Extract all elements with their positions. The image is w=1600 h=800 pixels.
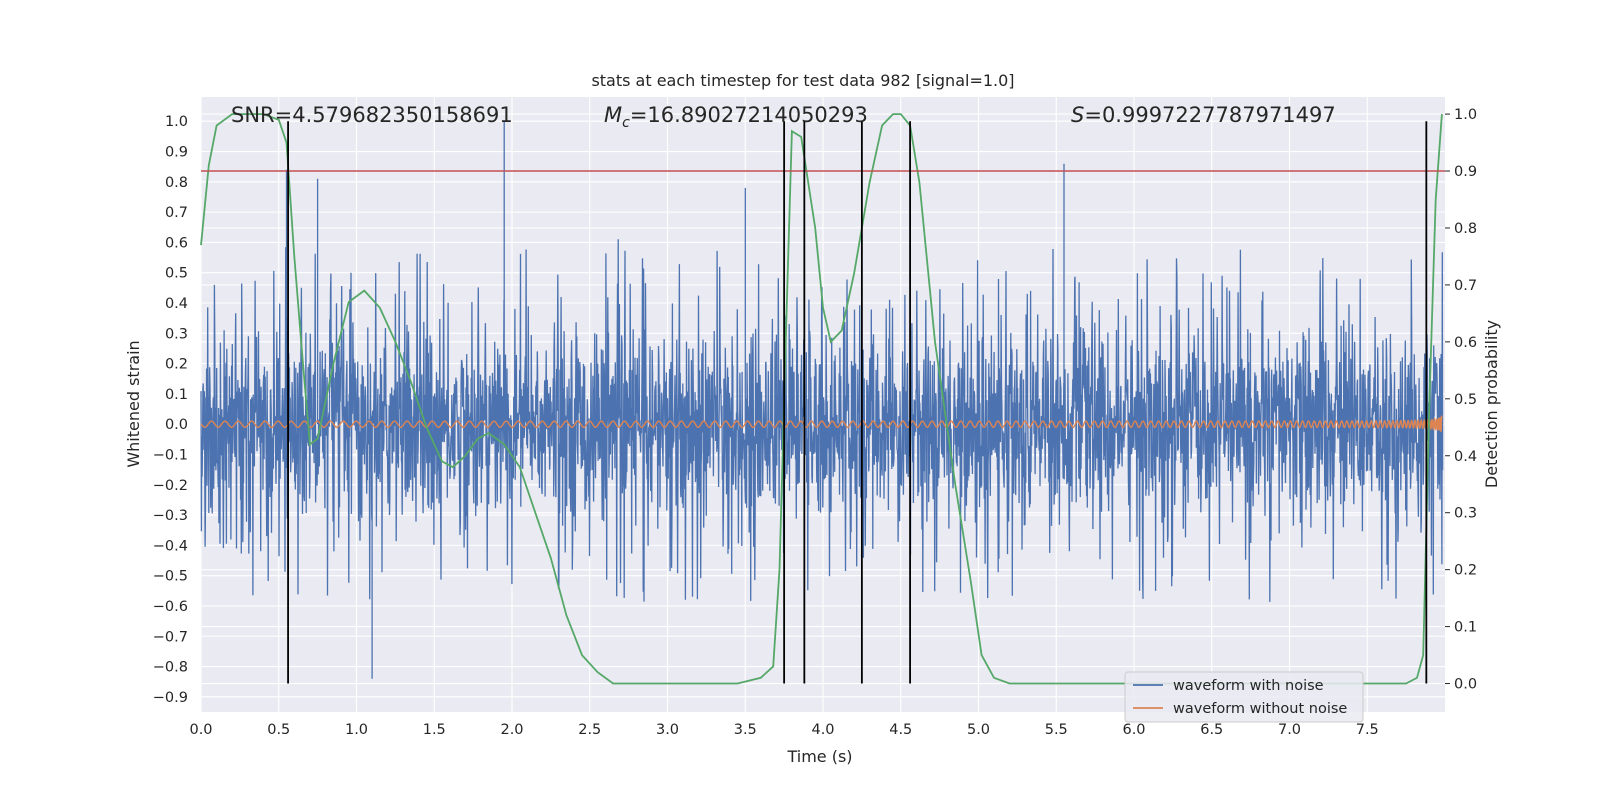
y-tick-label-left: 0.5 — [165, 266, 188, 282]
legend-box — [1124, 671, 1364, 723]
y-tick-label-left: −0.2 — [153, 478, 188, 494]
y-tick-label-left: −0.1 — [153, 447, 188, 463]
score-value: =0.9997227787971497 — [1084, 103, 1335, 127]
y-tick-label-left: 1.0 — [165, 114, 188, 130]
y-tick-label-right: 0.5 — [1454, 392, 1477, 408]
y-axis-label-right: Detection probability — [1482, 320, 1501, 488]
x-tick-label: 6.0 — [1122, 722, 1145, 738]
legend: waveform with noise waveform without noi… — [1124, 671, 1364, 723]
y-axis-label-left: Whitened strain — [124, 340, 143, 467]
y-tick-label-right: 1.0 — [1454, 107, 1477, 123]
snr-annotation: SNR=4.579682350158691 — [231, 103, 513, 127]
y-tick-label-left: −0.6 — [153, 599, 188, 615]
y-tick-label-left: 0.9 — [165, 145, 188, 161]
x-tick-label: 2.0 — [500, 722, 523, 738]
x-tick-label: 7.0 — [1278, 722, 1301, 738]
y-tick-label-left: 0.3 — [165, 326, 188, 342]
score-annotation: S=0.9997227787971497 — [1071, 103, 1336, 127]
y-tick-label-left: −0.5 — [153, 569, 188, 585]
y-tick-label-left: 0.7 — [165, 205, 188, 221]
x-tick-label: 1.0 — [345, 722, 368, 738]
series-waveform-without-noise — [200, 415, 1443, 432]
x-tick-label: 0.0 — [189, 722, 212, 738]
y-tick-label-right: 0.4 — [1454, 449, 1477, 465]
y-tick-label-left: 0.4 — [165, 296, 188, 312]
x-tick-label: 5.5 — [1045, 722, 1068, 738]
y-tick-label-right: 0.6 — [1454, 335, 1477, 351]
chirp-mass-subscript: c — [622, 115, 630, 131]
score-symbol: S — [1071, 103, 1084, 127]
y-tick-label-right: 0.2 — [1454, 563, 1477, 579]
x-tick-label: 4.0 — [811, 722, 834, 738]
y-tick-label-right: 0.7 — [1454, 278, 1477, 294]
chirp-mass-symbol: M — [604, 103, 622, 127]
x-axis-label: Time (s) — [786, 747, 852, 766]
y-tick-label-left: −0.9 — [153, 690, 188, 706]
chirp-mass-value: =16.89027214050293 — [630, 103, 868, 127]
event-lines — [287, 121, 1428, 684]
y-tick-label-right: 0.0 — [1454, 677, 1477, 693]
legend-label-noise: waveform with noise — [1173, 678, 1324, 694]
y-tick-label-right: 0.1 — [1454, 620, 1477, 636]
y-tick-label-left: 0.2 — [165, 357, 188, 373]
axes-ticks: 0.0 0.5 1.0 1.5 2.0 2.5 3.0 3.5 4.0 4.5 5.0 5.5 6.0 6… — [153, 107, 1477, 738]
x-tick-label: 7.5 — [1356, 722, 1379, 738]
y-tick-label-left: −0.7 — [153, 629, 188, 645]
x-tick-label: 5.0 — [967, 722, 990, 738]
waveform-without-noise-line — [200, 415, 1443, 432]
y-tick-label-left: −0.4 — [153, 538, 188, 554]
chirp-mass-annotation: Mc=16.89027214050293 — [604, 103, 868, 131]
series-detection-probability — [200, 113, 1443, 685]
x-tick-label: 3.5 — [734, 722, 757, 738]
y-tick-label-right: 0.8 — [1454, 221, 1477, 237]
y-tick-label-left: −0.8 — [153, 660, 188, 676]
legend-label-clean: waveform without noise — [1173, 701, 1347, 717]
y-tick-label-left: 0.0 — [165, 417, 188, 433]
x-tick-label: 0.5 — [267, 722, 290, 738]
x-tick-label: 2.5 — [578, 722, 601, 738]
x-tick-label: 4.5 — [889, 722, 912, 738]
detection-probability-line — [200, 113, 1443, 685]
y-tick-label-left: 0.1 — [165, 387, 188, 403]
x-tick-label: 3.0 — [656, 722, 679, 738]
chart-title: stats at each timestep for test data 982… — [591, 71, 1014, 90]
y-tick-label-left: 0.6 — [165, 235, 188, 251]
y-tick-label-left: −0.3 — [153, 508, 188, 524]
y-tick-label-left: 0.8 — [165, 175, 188, 191]
x-tick-label: 1.5 — [423, 722, 446, 738]
y-tick-label-right: 0.3 — [1454, 506, 1477, 522]
x-tick-label: 6.5 — [1200, 722, 1223, 738]
y-tick-label-right: 0.9 — [1454, 164, 1477, 180]
